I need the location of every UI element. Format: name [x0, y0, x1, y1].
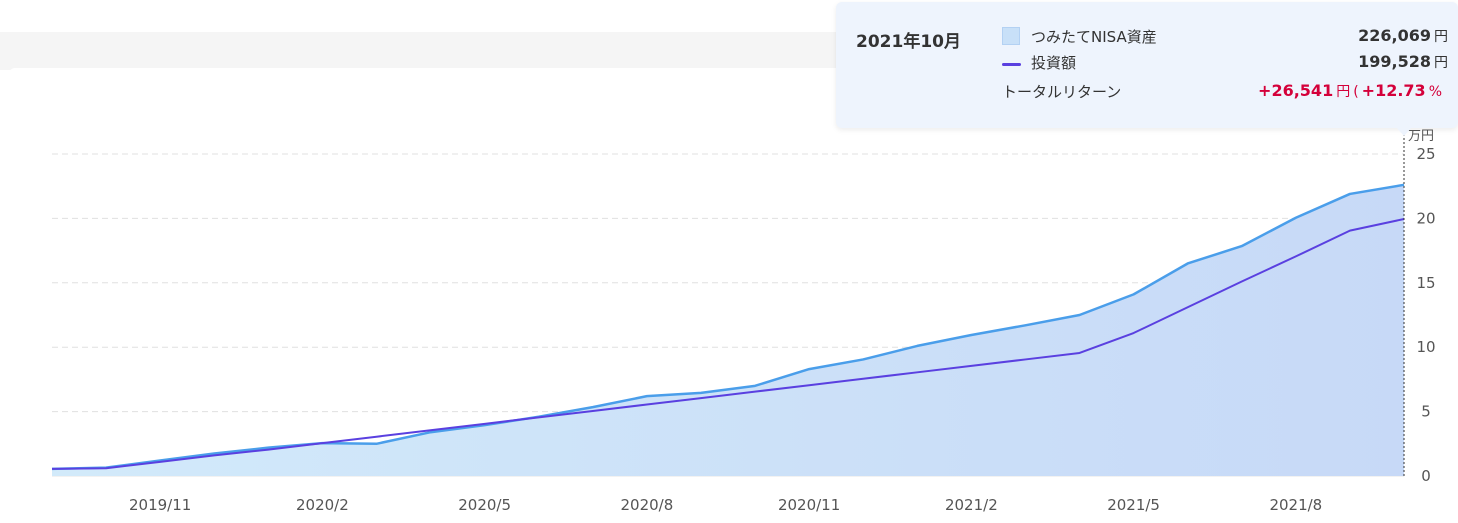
x-tick-label: 2020/11	[778, 496, 840, 514]
asset-value: 226,069 円	[1358, 26, 1448, 46]
x-tick-label: 2020/2	[296, 496, 349, 514]
x-tick-label: 2020/5	[458, 496, 511, 514]
y-tick-label: 10	[1416, 338, 1435, 356]
y-tick-label: 20	[1416, 209, 1435, 227]
tooltip-pointer	[1396, 127, 1412, 136]
x-tick-label: 2021/2	[945, 496, 998, 514]
invest-value: 199,528 円	[1358, 52, 1448, 72]
return-value-number: +26,541	[1258, 81, 1334, 100]
asset-legend-label: つみたてNISA資産	[1031, 28, 1157, 46]
asset-value-unit: 円	[1434, 29, 1448, 45]
tooltip-date: 2021年10月	[856, 32, 961, 52]
invest-legend-label: 投資額	[1031, 54, 1077, 72]
x-tick-label: 2019/11	[129, 496, 191, 514]
invest-value-number: 199,528	[1358, 52, 1431, 71]
asset-legend-swatch	[1002, 27, 1020, 45]
return-value-unit: 円	[1336, 84, 1351, 100]
invest-value-unit: 円	[1434, 55, 1448, 71]
tooltip-return-row: トータルリターン +26,541 円(+12.73%	[1002, 81, 1448, 105]
asset-area-fill	[52, 184, 1404, 477]
y-tick-label: 25	[1416, 145, 1435, 163]
invest-legend-swatch	[1002, 63, 1021, 66]
asset-series-line	[51, 183, 1405, 471]
y-tick-label: 0	[1421, 467, 1431, 485]
return-value: +26,541 円(+12.73%	[1258, 81, 1448, 101]
tooltip-asset-row: つみたてNISA資産 226,069 円	[1002, 26, 1448, 50]
return-percent: +12.73	[1361, 81, 1426, 100]
y-tick-label: 5	[1421, 403, 1431, 421]
return-percent-unit: %	[1428, 84, 1442, 100]
invest-series-line	[51, 218, 1405, 470]
y-unit-label: 万円	[1408, 129, 1434, 144]
x-tick-label: 2021/8	[1269, 496, 1322, 514]
y-tick-label: 15	[1416, 274, 1435, 292]
data-tooltip: 2021年10月 つみたてNISA資産 226,069 円 投資額 199,528…	[836, 2, 1458, 128]
return-label: トータルリターン	[1002, 83, 1122, 101]
tooltip-invest-row: 投資額 199,528 円	[1002, 52, 1448, 76]
x-tick-label: 2020/8	[620, 496, 673, 514]
x-tick-label: 2021/5	[1107, 496, 1160, 514]
asset-value-number: 226,069	[1358, 26, 1431, 45]
return-paren-open: (	[1353, 84, 1359, 100]
